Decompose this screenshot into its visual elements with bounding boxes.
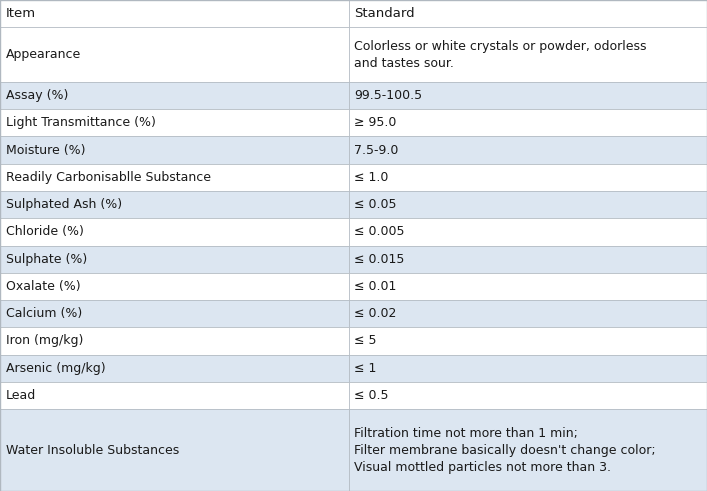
Bar	[0, 136, 349, 164]
Bar	[349, 0, 707, 27]
Bar	[349, 191, 707, 218]
Bar	[349, 136, 707, 164]
Bar	[349, 355, 707, 382]
Text: ≤ 0.05: ≤ 0.05	[354, 198, 397, 211]
Text: Readily Carbonisablle Substance: Readily Carbonisablle Substance	[6, 171, 211, 184]
Text: Moisture (%): Moisture (%)	[6, 143, 85, 157]
Bar	[0, 246, 349, 273]
Bar	[349, 218, 707, 246]
Text: Calcium (%): Calcium (%)	[6, 307, 82, 320]
Bar	[349, 273, 707, 300]
Text: Item: Item	[6, 7, 36, 20]
Bar	[349, 82, 707, 109]
Bar	[349, 246, 707, 273]
Text: ≤ 1: ≤ 1	[354, 362, 377, 375]
Text: Sulphate (%): Sulphate (%)	[6, 253, 87, 266]
Bar	[0, 82, 349, 109]
Bar	[0, 0, 349, 27]
Bar	[0, 327, 349, 355]
Bar	[0, 355, 349, 382]
Bar	[349, 300, 707, 327]
Bar	[349, 409, 707, 491]
Bar	[0, 300, 349, 327]
Text: Chloride (%): Chloride (%)	[6, 225, 83, 238]
Text: Colorless or white crystals or powder, odorless
and tastes sour.: Colorless or white crystals or powder, o…	[354, 40, 647, 70]
Bar	[0, 218, 349, 246]
Bar	[0, 382, 349, 409]
Text: ≥ 95.0: ≥ 95.0	[354, 116, 397, 129]
Text: Sulphated Ash (%): Sulphated Ash (%)	[6, 198, 122, 211]
Text: ≤ 0.02: ≤ 0.02	[354, 307, 397, 320]
Text: ≤ 5: ≤ 5	[354, 334, 377, 348]
Text: ≤ 0.015: ≤ 0.015	[354, 253, 404, 266]
Bar	[0, 109, 349, 136]
Text: ≤ 0.01: ≤ 0.01	[354, 280, 397, 293]
Text: Iron (mg/kg): Iron (mg/kg)	[6, 334, 83, 348]
Text: Standard: Standard	[354, 7, 415, 20]
Text: 99.5-100.5: 99.5-100.5	[354, 89, 422, 102]
Bar	[0, 27, 349, 82]
Text: ≤ 1.0: ≤ 1.0	[354, 171, 389, 184]
Text: Water Insoluble Substances: Water Insoluble Substances	[6, 443, 179, 457]
Text: Lead: Lead	[6, 389, 36, 402]
Text: Assay (%): Assay (%)	[6, 89, 68, 102]
Bar	[349, 382, 707, 409]
Text: Filtration time not more than 1 min;
Filter membrane basically doesn't change co: Filtration time not more than 1 min; Fil…	[354, 427, 656, 474]
Bar	[0, 409, 349, 491]
Text: ≤ 0.5: ≤ 0.5	[354, 389, 389, 402]
Text: 7.5-9.0: 7.5-9.0	[354, 143, 399, 157]
Text: Arsenic (mg/kg): Arsenic (mg/kg)	[6, 362, 105, 375]
Bar	[349, 327, 707, 355]
Text: ≤ 0.005: ≤ 0.005	[354, 225, 404, 238]
Bar	[0, 273, 349, 300]
Bar	[349, 27, 707, 82]
Text: Light Transmittance (%): Light Transmittance (%)	[6, 116, 156, 129]
Bar	[0, 164, 349, 191]
Text: Oxalate (%): Oxalate (%)	[6, 280, 81, 293]
Bar	[349, 109, 707, 136]
Bar	[0, 191, 349, 218]
Bar	[349, 164, 707, 191]
Text: Appearance: Appearance	[6, 48, 81, 61]
